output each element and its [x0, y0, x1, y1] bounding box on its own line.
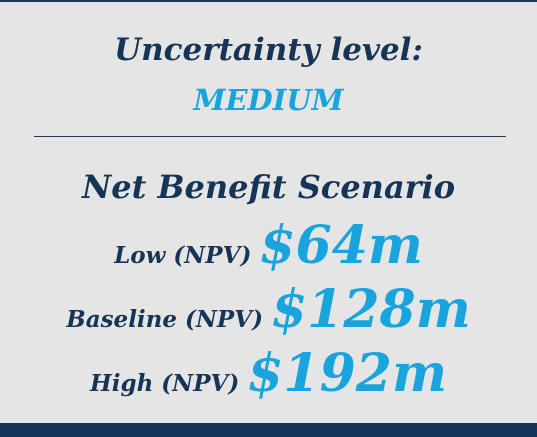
- uncertainty-level: MEDIUM: [193, 83, 344, 117]
- scenario-row: High (NPV) $192m: [0, 342, 537, 416]
- uncertainty-title: Uncertainty level:: [114, 32, 423, 68]
- scenario-value: $64m: [259, 215, 423, 276]
- scenario-row: Baseline (NPV) $128m: [0, 278, 537, 352]
- scenario-label: High (NPV): [90, 370, 240, 397]
- divider: [34, 136, 506, 137]
- scenario-value: $192m: [247, 343, 447, 404]
- scenario-value: $128m: [270, 279, 471, 340]
- scenario-label: Baseline (NPV): [66, 306, 263, 333]
- scenario-label: Low (NPV): [114, 242, 252, 269]
- footer-bar: [0, 423, 537, 437]
- scenario-title: Net Benefit Scenario: [81, 168, 456, 206]
- scenario-row: Low (NPV) $64m: [0, 214, 537, 288]
